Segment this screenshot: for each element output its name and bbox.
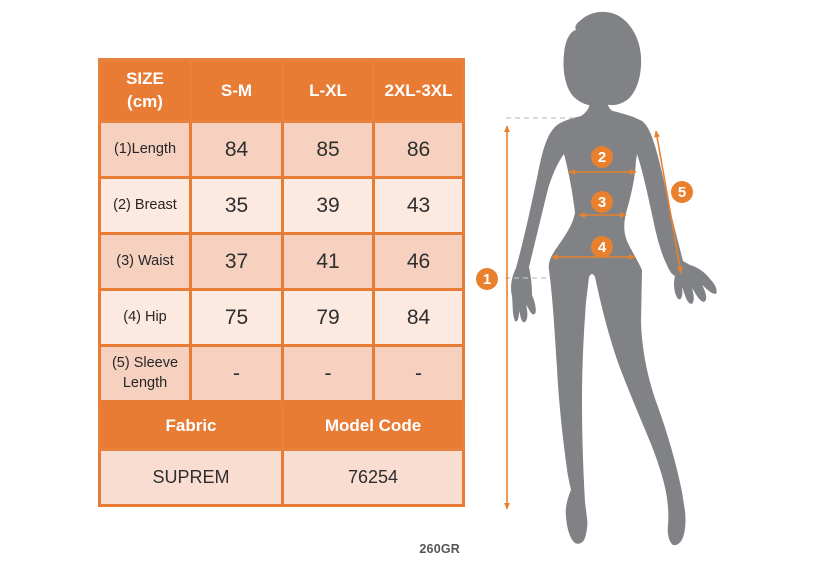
- fabric-header-row: Fabric Model Code: [98, 400, 465, 451]
- marker-5-badge: 5: [671, 181, 693, 203]
- table-row-waist: (3) Waist 37 41 46: [98, 232, 465, 291]
- column-header-sm: S-M: [189, 58, 284, 123]
- marker-5-number: 5: [678, 184, 686, 201]
- breast-value-2xl3xl: 43: [372, 176, 465, 235]
- fabric-value-cell: SUPREM: [98, 448, 284, 507]
- hip-value-2xl3xl: 84: [372, 288, 465, 347]
- marker-4-badge: 4: [591, 236, 613, 258]
- table-row-length: (1)Length 84 85 86: [98, 120, 465, 179]
- length-value-lxl: 85: [281, 120, 375, 179]
- size-table: SIZE (cm) S-M L-XL 2XL-3XL (1)Length 84 …: [98, 58, 465, 507]
- waist-value-sm: 37: [189, 232, 284, 291]
- sleeve-value-2xl3xl: -: [372, 344, 465, 403]
- fabric-header-cell: Fabric: [98, 400, 284, 451]
- row-label-hip: (4) Hip: [98, 288, 192, 347]
- marker-2-badge: 2: [591, 146, 613, 168]
- marker-3-number: 3: [598, 194, 606, 211]
- breast-value-sm: 35: [189, 176, 284, 235]
- figure-silhouette-svg: 1 2 3 4 5: [476, 11, 717, 546]
- model-code-value-cell: 76254: [281, 448, 465, 507]
- column-header-lxl: L-XL: [281, 58, 375, 123]
- hip-value-sm: 75: [189, 288, 284, 347]
- marker-2-number: 2: [598, 149, 606, 166]
- length-value-sm: 84: [189, 120, 284, 179]
- model-code-header-cell: Model Code: [281, 400, 465, 451]
- row-label-waist: (3) Waist: [98, 232, 192, 291]
- size-unit-header: SIZE (cm): [98, 58, 192, 123]
- table-row-hip: (4) Hip 75 79 84: [98, 288, 465, 347]
- marker-3-badge: 3: [591, 191, 613, 213]
- sleeve-value-lxl: -: [281, 344, 375, 403]
- length-value-2xl3xl: 86: [372, 120, 465, 179]
- sleeve-measure-line: [654, 130, 683, 274]
- woman-silhouette: [511, 94, 717, 546]
- hip-value-lxl: 79: [281, 288, 375, 347]
- breast-value-lxl: 39: [281, 176, 375, 235]
- size-table-header-row: SIZE (cm) S-M L-XL 2XL-3XL: [98, 58, 465, 123]
- row-label-sleeve: (5) Sleeve Length: [98, 344, 192, 403]
- sleeve-value-sm: -: [189, 344, 284, 403]
- measurement-figure: 1 2 3 4 5: [470, 0, 840, 566]
- table-row-sleeve: (5) Sleeve Length - - -: [98, 344, 465, 403]
- marker-1-badge: 1: [476, 268, 498, 290]
- silhouette-head: [563, 11, 642, 106]
- fabric-value-row: SUPREM 76254: [98, 448, 465, 507]
- fabric-weight-note: 260GR: [419, 542, 460, 556]
- marker-4-number: 4: [598, 239, 607, 256]
- waist-value-2xl3xl: 46: [372, 232, 465, 291]
- row-label-length: (1)Length: [98, 120, 192, 179]
- column-header-2xl3xl: 2XL-3XL: [372, 58, 465, 123]
- row-label-breast: (2) Breast: [98, 176, 192, 235]
- waist-value-lxl: 41: [281, 232, 375, 291]
- marker-1-number: 1: [483, 271, 491, 288]
- table-row-breast: (2) Breast 35 39 43: [98, 176, 465, 235]
